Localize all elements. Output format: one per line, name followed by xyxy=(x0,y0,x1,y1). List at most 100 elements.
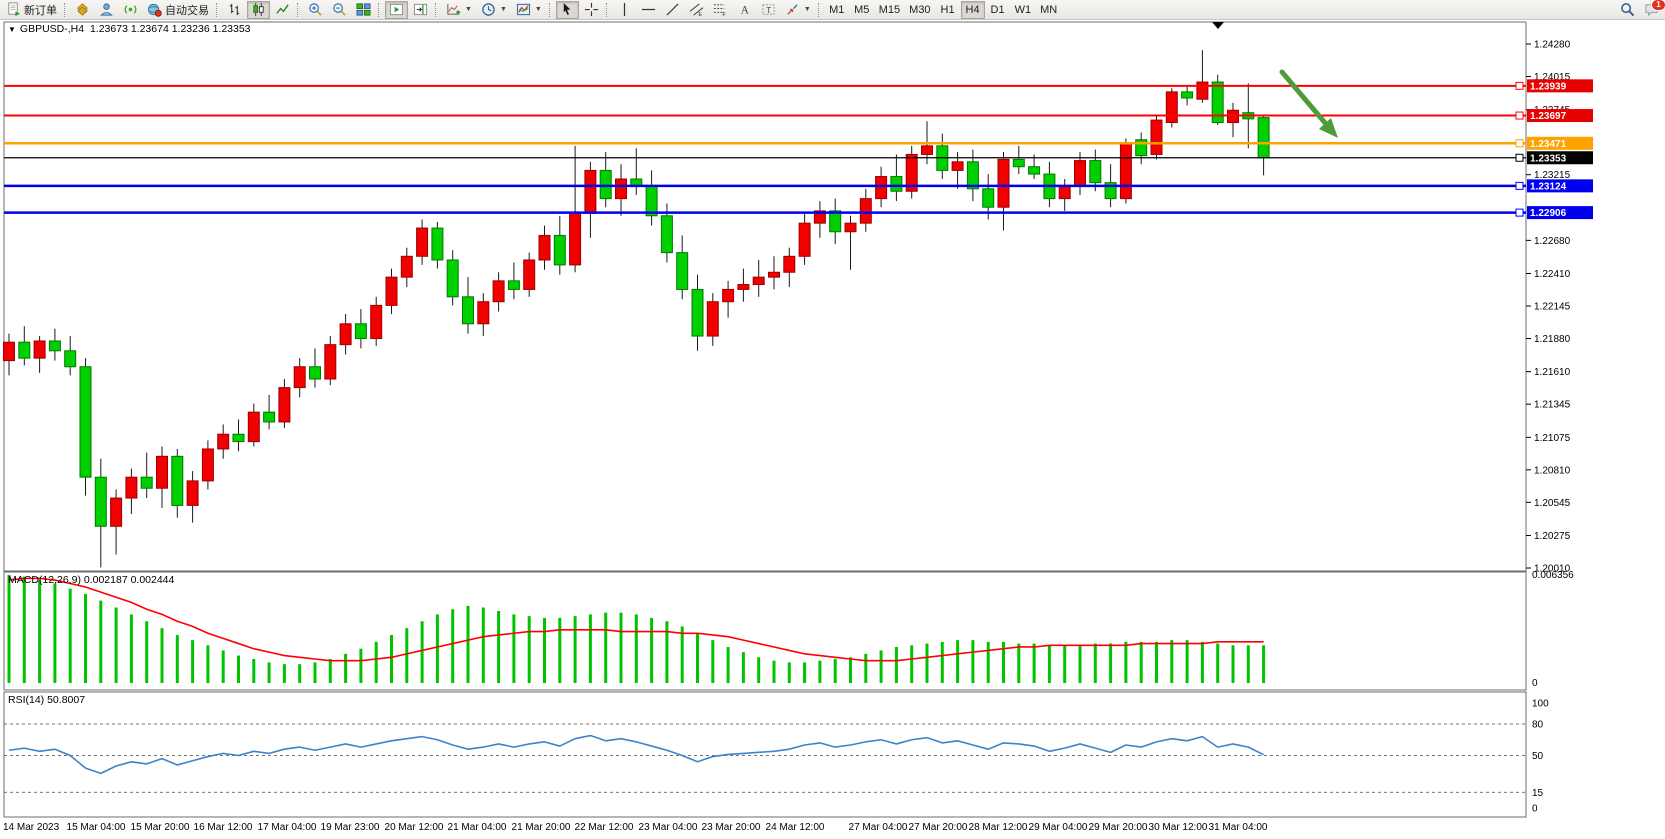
timeframe-w1-button[interactable]: W1 xyxy=(1011,1,1036,19)
svg-text:1.22145: 1.22145 xyxy=(1534,302,1571,313)
autotrading-button[interactable]: 自动交易 xyxy=(143,1,213,19)
market-button[interactable] xyxy=(71,1,94,19)
svg-text:E: E xyxy=(698,12,702,17)
rsi-pane[interactable] xyxy=(3,691,1527,818)
svg-text:27 Mar 20:00: 27 Mar 20:00 xyxy=(909,822,968,833)
svg-text:15: 15 xyxy=(1532,788,1544,799)
svg-text:0: 0 xyxy=(1532,678,1538,689)
add-indicator-icon xyxy=(447,3,461,15)
svg-text:16 Mar 12:00: 16 Mar 12:00 xyxy=(194,822,253,833)
gold-bars-icon xyxy=(77,3,88,16)
timeframe-m30-button[interactable]: M30 xyxy=(905,1,934,19)
candles-group xyxy=(3,50,1270,568)
text-label-button[interactable]: T xyxy=(757,1,780,19)
crosshair-button[interactable] xyxy=(580,1,603,19)
svg-text:1.22906: 1.22906 xyxy=(1530,208,1567,219)
tile-windows-button[interactable] xyxy=(352,1,375,19)
text-icon: A xyxy=(741,4,750,16)
zoom-out-icon xyxy=(333,3,346,16)
svg-text:1.23215: 1.23215 xyxy=(1534,170,1571,181)
channel-icon: E xyxy=(689,3,704,17)
svg-text:1.22680: 1.22680 xyxy=(1534,236,1571,247)
vertical-line-icon xyxy=(623,2,625,17)
svg-text:1.22410: 1.22410 xyxy=(1534,269,1571,280)
timeframe-h1-button[interactable]: H1 xyxy=(936,1,960,19)
svg-text:1.20810: 1.20810 xyxy=(1534,465,1571,476)
candlestick-chart-button[interactable] xyxy=(247,0,270,19)
arrow-objects-icon xyxy=(787,4,798,15)
equidistant-channel-button[interactable]: E xyxy=(685,1,708,19)
cursor-button[interactable] xyxy=(555,0,579,19)
svg-text:28 Mar 12:00: 28 Mar 12:00 xyxy=(969,822,1028,833)
chart-shift-button[interactable] xyxy=(409,1,432,19)
zoom-out-button[interactable] xyxy=(328,1,351,19)
chart-shift-marker[interactable] xyxy=(1212,22,1224,29)
search-icon xyxy=(1621,3,1635,17)
fibonacci-button[interactable]: F xyxy=(709,1,732,19)
line-chart-button[interactable] xyxy=(271,1,294,19)
svg-text:50: 50 xyxy=(1532,751,1544,762)
svg-text:1.24015: 1.24015 xyxy=(1534,72,1571,83)
trend-arrow-annotation[interactable] xyxy=(1279,69,1338,138)
templates-caret-icon: ▼ xyxy=(534,6,542,13)
svg-text:F: F xyxy=(722,12,726,17)
auto-scroll-button[interactable] xyxy=(385,0,408,19)
price-axis[interactable]: 1.242801.240151.237451.232151.226801.224… xyxy=(1526,40,1571,575)
svg-text:15 Mar 20:00: 15 Mar 20:00 xyxy=(131,822,190,833)
notification-count-badge: 1 xyxy=(1651,0,1665,11)
timeframe-mn-button[interactable]: MN xyxy=(1036,1,1061,19)
svg-text:17 Mar 04:00: 17 Mar 04:00 xyxy=(258,822,317,833)
svg-text:21 Mar 04:00: 21 Mar 04:00 xyxy=(448,822,507,833)
svg-text:1.23697: 1.23697 xyxy=(1530,111,1567,122)
line-chart-icon xyxy=(276,4,289,14)
periods-button[interactable]: ▼ xyxy=(477,1,511,19)
svg-text:19 Mar 23:00: 19 Mar 23:00 xyxy=(321,822,380,833)
svg-text:1.21075: 1.21075 xyxy=(1534,433,1571,444)
community-button[interactable] xyxy=(95,1,118,19)
timeframe-m5-button[interactable]: M5 xyxy=(850,1,874,19)
search-button[interactable] xyxy=(1616,1,1639,19)
svg-text:1.23939: 1.23939 xyxy=(1530,81,1567,92)
cursor-arrow-icon xyxy=(563,2,571,15)
templates-button[interactable]: ▼ xyxy=(512,1,546,19)
svg-text:22 Mar 12:00: 22 Mar 12:00 xyxy=(575,822,634,833)
fibonacci-icon: F xyxy=(713,4,726,17)
arrows-tool-button[interactable]: ▼ xyxy=(781,1,815,19)
timeframe-m15-button[interactable]: M15 xyxy=(875,1,904,19)
main-pane[interactable] xyxy=(3,21,1527,572)
svg-text:1.21880: 1.21880 xyxy=(1534,334,1571,345)
chart-shift-icon xyxy=(413,3,428,16)
zoom-in-icon xyxy=(309,3,322,16)
clock-icon xyxy=(482,3,495,16)
time-axis[interactable]: 14 Mar 2023 15 Mar 04:00 15 Mar 20:00 16 Ma… xyxy=(3,822,1268,833)
indicators-caret-icon: ▼ xyxy=(465,6,472,13)
svg-text:23 Mar 04:00: 23 Mar 04:00 xyxy=(639,822,698,833)
signals-button[interactable] xyxy=(119,1,142,19)
autotrading-globe-icon xyxy=(147,3,162,17)
svg-text:1.21610: 1.21610 xyxy=(1534,367,1571,378)
macd-pane[interactable] xyxy=(3,571,1527,691)
text-tool-button[interactable]: A xyxy=(733,1,756,19)
svg-text:24 Mar 12:00: 24 Mar 12:00 xyxy=(766,822,825,833)
bar-chart-button[interactable] xyxy=(223,1,246,19)
vertical-line-button[interactable] xyxy=(613,1,636,19)
svg-text:A: A xyxy=(741,4,750,16)
chart-canvas[interactable]: 1.242801.240151.237451.232151.226801.224… xyxy=(0,20,1665,839)
template-icon xyxy=(516,3,530,16)
svg-text:0.006356: 0.006356 xyxy=(1532,570,1574,581)
horizontal-line-button[interactable] xyxy=(637,1,660,19)
zoom-in-button[interactable] xyxy=(304,1,327,19)
new-order-button[interactable]: 新订单 xyxy=(2,1,61,19)
timeframe-h4-button[interactable]: H4 xyxy=(960,0,985,19)
rsi-line xyxy=(8,734,1264,775)
svg-text:15 Mar 04:00: 15 Mar 04:00 xyxy=(67,822,126,833)
svg-text:100: 100 xyxy=(1532,699,1549,710)
periods-caret-icon: ▼ xyxy=(499,6,507,13)
timeframe-d1-button[interactable]: D1 xyxy=(986,1,1010,19)
auto-scroll-icon xyxy=(389,3,404,16)
trendline-button[interactable] xyxy=(661,1,684,19)
toolbar: 新订单 自动交易 xyxy=(0,0,1665,20)
timeframe-m1-button[interactable]: M1 xyxy=(825,1,849,19)
indicators-button[interactable]: ▼ xyxy=(442,1,476,19)
